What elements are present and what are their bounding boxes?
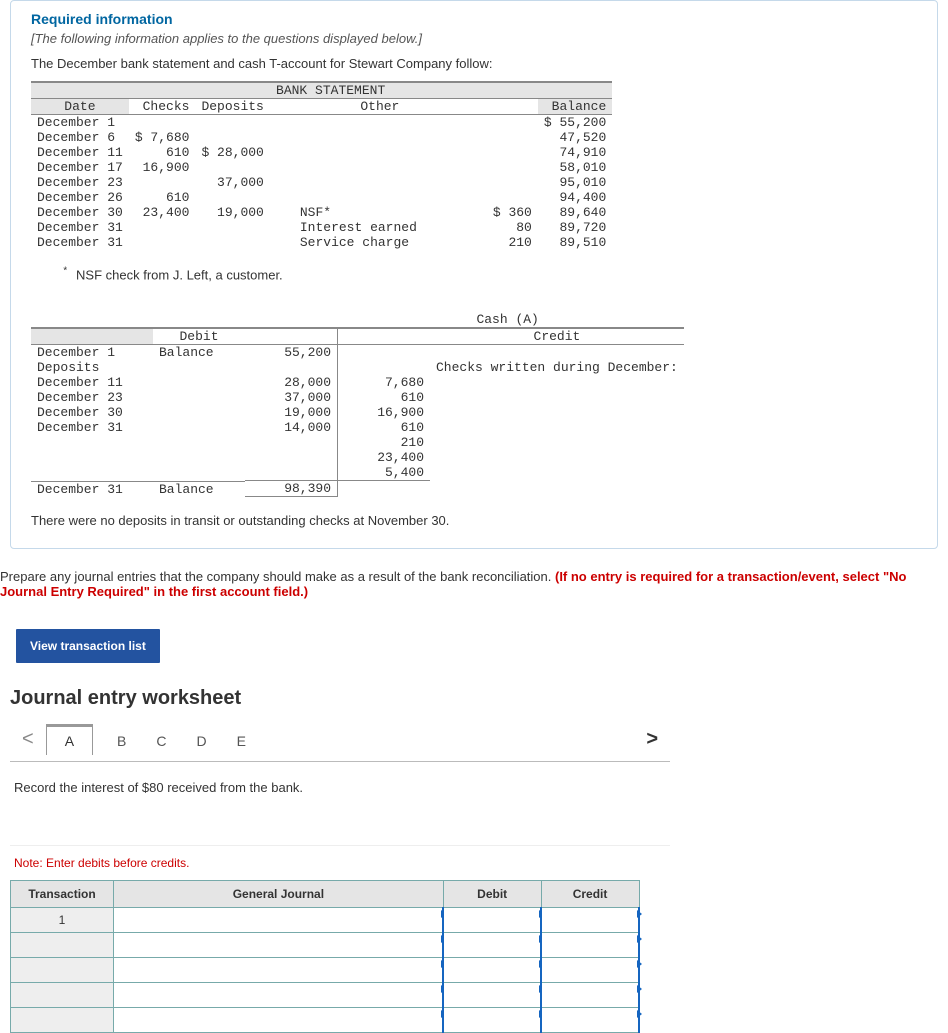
credit-cell[interactable] [541,1008,639,1033]
bank-statement-table: BANK STATEMENT Date Checks Deposits Othe… [31,81,612,250]
cash-row: 23,400 [31,450,684,465]
debits-first-note: Note: Enter debits before credits. [14,856,666,870]
col-credit: Credit [541,881,639,908]
required-header: Required information [31,11,917,27]
journal-row [11,1008,640,1033]
account-cell[interactable] [114,983,444,1008]
cash-row: December 2337,000610 [31,390,684,405]
col-balance: Balance [538,99,612,115]
debit-cell[interactable] [443,958,541,983]
nsf-footnote: * NSF check from J. Left, a customer. [31,252,917,298]
debit-label: Debit [153,328,245,345]
col-deposits: Deposits [195,99,293,115]
tab-b[interactable]: B [111,727,132,755]
credit-cell[interactable] [541,933,639,958]
account-cell[interactable] [114,1008,444,1033]
view-transaction-list-button[interactable]: View transaction list [16,629,160,663]
bank-row: December 2337,00095,010 [31,175,612,190]
tail-note: There were no deposits in transit or out… [31,513,917,528]
credit-label: Credit [430,328,684,345]
tab-a[interactable]: A [46,724,93,755]
account-cell[interactable] [114,933,444,958]
cash-title: Cash (A) [338,312,678,327]
debit-cell[interactable] [443,983,541,1008]
intro-text: The December bank statement and cash T-a… [31,56,917,71]
account-cell[interactable] [114,908,444,933]
debit-cell[interactable] [443,933,541,958]
bank-row: December 3023,40019,000NSF*$ 36089,640 [31,205,612,220]
col-transaction: Transaction [11,881,114,908]
worksheet-title: Journal entry worksheet [10,687,670,710]
cash-row: DepositsChecks written during December: [31,360,684,375]
bank-row: December 11610$ 28,00074,910 [31,145,612,160]
tab-c[interactable]: C [150,727,172,755]
cash-row: December 1Balance55,200 [31,345,684,361]
bank-row: December 31Interest earned8089,720 [31,220,612,235]
cash-row: 5,400 [31,465,684,481]
italic-note: [The following information applies to th… [31,31,917,46]
tab-e[interactable]: E [231,727,252,755]
cash-row: December 3114,000610 [31,420,684,435]
credit-cell[interactable] [541,958,639,983]
col-date: Date [31,99,129,115]
col-checks: Checks [129,99,196,115]
tab-bar: < ABCDE > [10,724,670,755]
credit-cell[interactable] [541,908,639,933]
cash-row: 210 [31,435,684,450]
tab-d[interactable]: D [191,727,213,755]
cash-closing-row: December 31Balance98,390 [31,481,684,497]
journal-row [11,933,640,958]
cash-t-account: Cash (A) Debit Credit December 1Balance5… [31,312,684,497]
journal-row [11,983,640,1008]
account-cell[interactable] [114,958,444,983]
entry-prompt: Record the interest of $80 received from… [10,761,670,846]
col-general-journal: General Journal [114,881,444,908]
bank-row: December 1$ 55,200 [31,115,612,131]
journal-row [11,958,640,983]
general-journal-table: Transaction General Journal Debit Credit… [10,880,640,1033]
bank-row: December 31Service charge21089,510 [31,235,612,250]
debit-cell[interactable] [443,908,541,933]
bank-row: December 6$ 7,68047,520 [31,130,612,145]
bank-row: December 1716,90058,010 [31,160,612,175]
bank-statement-title: BANK STATEMENT [195,82,465,99]
credit-cell[interactable] [541,983,639,1008]
chevron-left-icon[interactable]: < [10,728,46,751]
instruction: Prepare any journal entries that the com… [0,569,938,599]
chevron-right-icon[interactable]: > [634,728,670,751]
cash-row: December 1128,0007,680 [31,375,684,390]
col-other: Other [294,99,466,115]
journal-entry-worksheet: Journal entry worksheet < ABCDE > Record… [10,687,670,1033]
debit-cell[interactable] [443,1008,541,1033]
col-debit: Debit [443,881,541,908]
info-panel: Required information [The following info… [10,0,938,549]
bank-row: December 2661094,400 [31,190,612,205]
cash-row: December 3019,00016,900 [31,405,684,420]
journal-row: 1 [11,908,640,933]
